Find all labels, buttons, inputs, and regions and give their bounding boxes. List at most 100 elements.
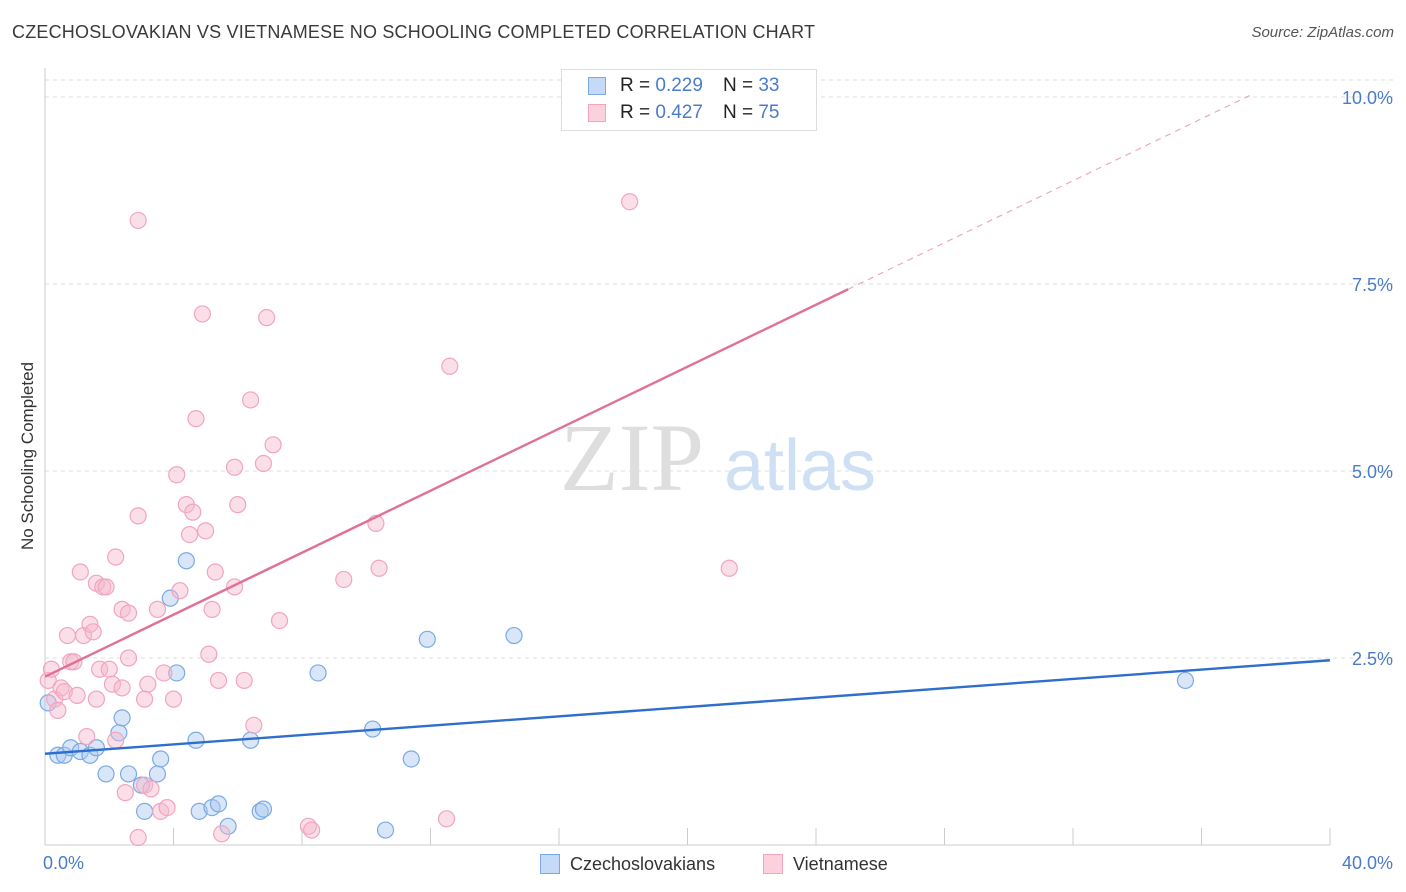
y-tick-label: 5.0% (1352, 462, 1393, 482)
point-vietnamese (168, 466, 186, 484)
point-vietnamese (142, 780, 160, 798)
point-czechoslovakian (190, 802, 208, 820)
bottom-legend-swatch-pink (763, 854, 783, 874)
point-czechoslovakian (152, 750, 170, 768)
point-vietnamese (206, 563, 224, 581)
legend-swatch-pink (588, 104, 606, 122)
y-tick-label: 7.5% (1352, 275, 1393, 295)
bottom-legend-label: Czechoslovakians (570, 853, 716, 874)
grid-lines (45, 79, 1395, 659)
point-vietnamese (58, 626, 77, 645)
chart-title: CZECHOSLOVAKIAN VS VIETNAMESE NO SCHOOLI… (12, 22, 816, 42)
data-points (39, 193, 1195, 847)
point-czechoslovakian (113, 709, 131, 727)
point-czechoslovakian (135, 802, 154, 820)
point-vietnamese (91, 660, 109, 678)
legend-r-value: 0.427 (655, 102, 703, 123)
point-czechoslovakian (148, 765, 167, 783)
point-vietnamese (187, 410, 205, 428)
point-vietnamese (193, 305, 212, 323)
watermark-zip: ZIP (560, 404, 704, 511)
y-tick-label: 10.0% (1342, 88, 1393, 108)
x-tick-label-max: 40.0% (1342, 853, 1393, 873)
point-vietnamese (184, 503, 202, 521)
bottom-legend-vietnamese: Vietnamese (763, 851, 888, 877)
point-vietnamese (55, 683, 73, 701)
point-vietnamese (49, 701, 67, 719)
point-vietnamese (335, 570, 353, 589)
point-vietnamese (129, 507, 147, 525)
tick-labels: 2.5% 5.0% 7.5% 10.0% 0.0% 40.0% (43, 88, 1393, 873)
bottom-legend-swatch-blue (540, 854, 560, 874)
point-vietnamese (437, 810, 456, 828)
legend-n-label: N = (722, 102, 754, 123)
point-czechoslovakian (168, 664, 186, 682)
point-czechoslovakian (119, 765, 138, 783)
point-vietnamese (254, 454, 273, 473)
point-vietnamese (180, 525, 199, 544)
point-vietnamese (148, 600, 167, 618)
point-vietnamese (78, 727, 96, 746)
point-vietnamese (119, 649, 138, 667)
point-czechoslovakian (49, 746, 67, 764)
point-czechoslovakian (376, 821, 395, 839)
point-vietnamese (171, 582, 189, 600)
point-czechoslovakian (209, 795, 228, 813)
watermark: ZIP atlas (560, 404, 876, 511)
point-czechoslovakian (505, 626, 523, 645)
point-czechoslovakian (87, 739, 106, 757)
point-vietnamese (370, 559, 388, 577)
legend-row-vietnamese: R = 0.427 N = 75 (588, 100, 779, 126)
point-czechoslovakian (1176, 671, 1195, 690)
point-vietnamese (97, 578, 115, 596)
point-czechoslovakian (418, 630, 436, 648)
point-vietnamese (155, 664, 173, 682)
point-vietnamese (71, 563, 89, 581)
bottom-legend-czechoslovakians: Czechoslovakians (540, 851, 715, 877)
point-vietnamese (87, 690, 106, 708)
point-vietnamese (303, 821, 321, 839)
point-vietnamese (100, 660, 118, 678)
point-vietnamese (135, 690, 154, 708)
point-vietnamese (200, 645, 218, 663)
legend-r-label: R = (620, 102, 651, 123)
point-vietnamese (720, 559, 738, 577)
point-vietnamese (203, 600, 221, 618)
point-vietnamese (264, 436, 282, 454)
point-czechoslovakian (97, 765, 115, 783)
point-vietnamese (116, 784, 134, 802)
point-vietnamese (107, 731, 125, 749)
point-vietnamese (213, 825, 231, 843)
point-vietnamese (270, 611, 289, 630)
axes (44, 68, 1331, 846)
point-vietnamese (197, 522, 215, 540)
point-vietnamese (225, 458, 244, 476)
point-vietnamese (242, 391, 260, 409)
trend-lines (44, 94, 1331, 755)
point-vietnamese (129, 211, 147, 230)
bottom-legend-label: Vietnamese (793, 853, 888, 874)
y-axis-label: No Schooling Completed (18, 362, 37, 550)
legend-n-value: 33 (758, 75, 780, 96)
point-czechoslovakian (177, 552, 195, 570)
point-czechoslovakian (309, 664, 327, 682)
legend-n-value: 75 (758, 102, 780, 123)
point-vietnamese (621, 193, 639, 211)
point-vietnamese (235, 671, 253, 690)
legend-n-label: N = (722, 75, 754, 96)
trend-line-czechoslovakians (44, 659, 1331, 755)
point-vietnamese (103, 675, 122, 693)
watermark-atlas: atlas (724, 426, 876, 506)
legend-r-value: 0.229 (655, 75, 703, 96)
stats-legend: R = 0.229 N = 33 R = 0.427 N = 75 (561, 69, 817, 131)
x-tick-label-min: 0.0% (43, 853, 84, 873)
y-tick-label: 2.5% (1352, 649, 1393, 669)
source-label: Source: ZipAtlas.com (1251, 24, 1394, 41)
point-vietnamese (164, 690, 183, 708)
trend-line-extension (847, 94, 1250, 290)
point-vietnamese (209, 671, 228, 690)
legend-row-czechoslovakians: R = 0.229 N = 33 (588, 73, 779, 99)
point-vietnamese (84, 623, 102, 641)
point-vietnamese (258, 309, 276, 327)
